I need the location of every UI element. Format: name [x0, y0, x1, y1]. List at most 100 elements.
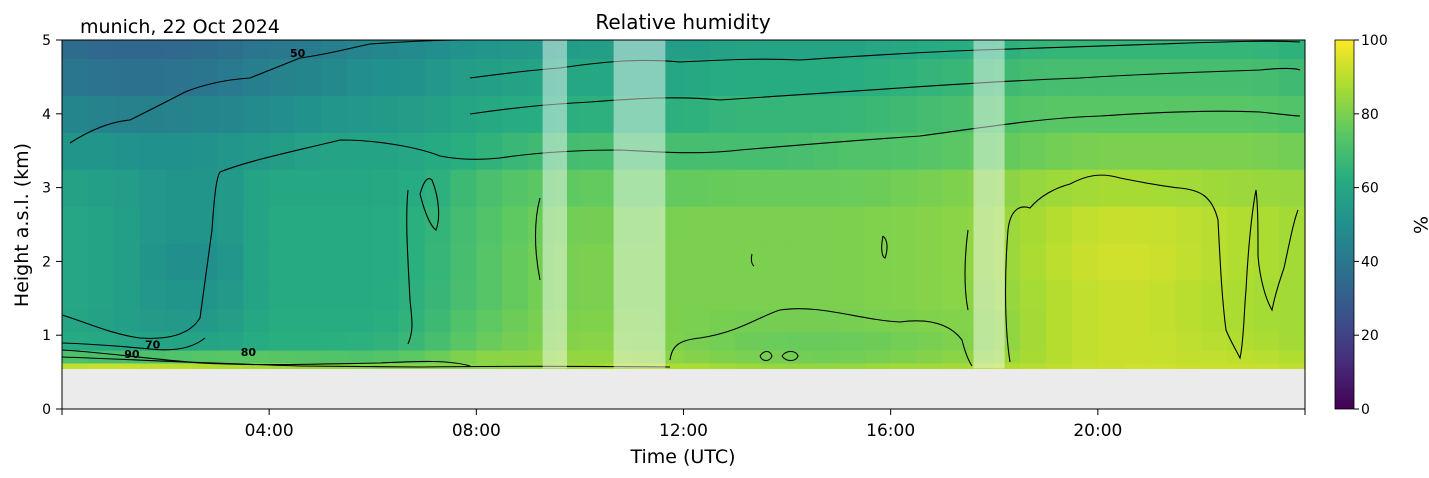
heatmap-cell — [787, 40, 814, 60]
heatmap-cell — [787, 362, 814, 370]
heatmap-cell — [502, 40, 529, 60]
heatmap-cell — [579, 349, 607, 364]
heatmap-cell — [191, 349, 218, 364]
heatmap-cell — [450, 279, 477, 310]
heatmap-cell — [554, 58, 581, 96]
heatmap-cell — [890, 169, 918, 207]
contour-line-60-low — [62, 110, 1301, 339]
heatmap-cell — [528, 40, 555, 60]
heatmap-cell — [320, 349, 348, 364]
heatmap-cell — [62, 279, 89, 310]
heatmap-cell — [1020, 309, 1047, 333]
heatmap-cell — [1227, 132, 1254, 170]
heatmap-cell — [424, 242, 452, 281]
heatmap-cell — [890, 279, 918, 310]
heatmap-cell — [346, 58, 374, 96]
heatmap-cell — [1227, 279, 1254, 310]
heatmap-cell — [502, 58, 529, 96]
heatmap-cell — [605, 95, 633, 133]
heatmap-cell — [1201, 362, 1228, 370]
heatmap-cell — [372, 362, 400, 370]
heatmap-cell — [1149, 58, 1177, 96]
contour-line-plateau — [669, 308, 973, 367]
heatmap-cell — [424, 95, 452, 133]
heatmap-cell — [191, 169, 218, 207]
heatmap-cell — [398, 95, 426, 133]
heatmap-cell — [761, 242, 788, 281]
heatmap-cell — [657, 169, 685, 207]
heatmap-cell — [450, 242, 477, 281]
heatmap-cell — [1097, 95, 1125, 133]
heatmap-cell — [295, 331, 322, 351]
heatmap-cell — [1123, 362, 1151, 370]
heatmap-cell — [398, 132, 426, 170]
heatmap-cell — [1071, 309, 1099, 333]
heatmap-cell — [87, 279, 115, 310]
heatmap-cell — [890, 40, 918, 60]
heatmap-cell — [1279, 58, 1305, 96]
heatmap-cell — [605, 40, 633, 60]
x-tick-label: 20:00 — [1073, 421, 1122, 441]
heatmap-cell — [165, 40, 193, 60]
heatmap-cell — [450, 309, 477, 333]
heatmap-cell — [476, 242, 503, 281]
heatmap-cell — [605, 362, 633, 370]
heatmap-cell — [62, 206, 89, 244]
heatmap-cell — [838, 279, 866, 310]
heatmap-cell — [113, 95, 141, 133]
heatmap-cell — [1097, 58, 1125, 96]
heatmap-cell — [243, 206, 270, 244]
heatmap-cell — [916, 362, 944, 370]
heatmap-cell — [191, 206, 218, 244]
heatmap-cell — [735, 40, 762, 60]
heatmap-cell — [346, 95, 374, 133]
heatmap-cell — [320, 206, 348, 244]
heatmap-cell — [579, 169, 607, 207]
y-tick-label: 0 — [42, 402, 51, 418]
heatmap-cell — [709, 362, 736, 370]
heatmap-cell — [864, 309, 892, 333]
heatmap-cell — [554, 331, 581, 351]
heatmap-cell — [916, 279, 944, 310]
heatmap-cell — [1123, 242, 1151, 281]
heatmap-cell — [217, 242, 244, 281]
x-tick-label: 08:00 — [452, 421, 501, 441]
heatmap-cell — [502, 132, 529, 170]
heatmap-cell — [1123, 206, 1151, 244]
heatmap-cell — [1175, 58, 1203, 96]
heatmap-cell — [450, 132, 477, 170]
heatmap-cell — [838, 309, 866, 333]
heatmap-cell — [346, 132, 374, 170]
heatmap-cell — [502, 309, 529, 333]
heatmap-cell — [243, 40, 270, 60]
heatmap-cell — [657, 58, 685, 96]
heatmap-cell — [528, 349, 555, 364]
heatmap-cell — [217, 279, 244, 310]
heatmap-cell — [1071, 331, 1099, 351]
heatmap-cell — [683, 132, 710, 170]
heatmap-cell — [139, 279, 167, 310]
heatmap-cell — [761, 279, 788, 310]
heatmap-cell — [761, 331, 788, 351]
heatmap-cell — [579, 331, 607, 351]
heatmap-cell — [346, 242, 374, 281]
heatmap-cell — [812, 40, 840, 60]
heatmap-cell — [1201, 40, 1228, 60]
heatmap-cell — [838, 95, 866, 133]
heatmap-cell — [735, 279, 762, 310]
heatmap-cell — [165, 242, 193, 281]
heatmap-cell — [217, 58, 244, 96]
heatmap-cell — [243, 309, 270, 333]
heatmap-cell — [631, 362, 659, 370]
heatmap-cell — [528, 206, 555, 244]
heatmap-cell — [295, 349, 322, 364]
colorbar-tick-label: 20 — [1361, 328, 1379, 344]
x-tick-label: 04:00 — [245, 421, 294, 441]
heatmap-cell — [1175, 40, 1203, 60]
contour-line-90 — [62, 356, 671, 368]
heatmap-cell — [657, 95, 685, 133]
heatmap-cell — [372, 309, 400, 333]
heatmap-cell — [864, 349, 892, 364]
heatmap-cell — [217, 349, 244, 364]
